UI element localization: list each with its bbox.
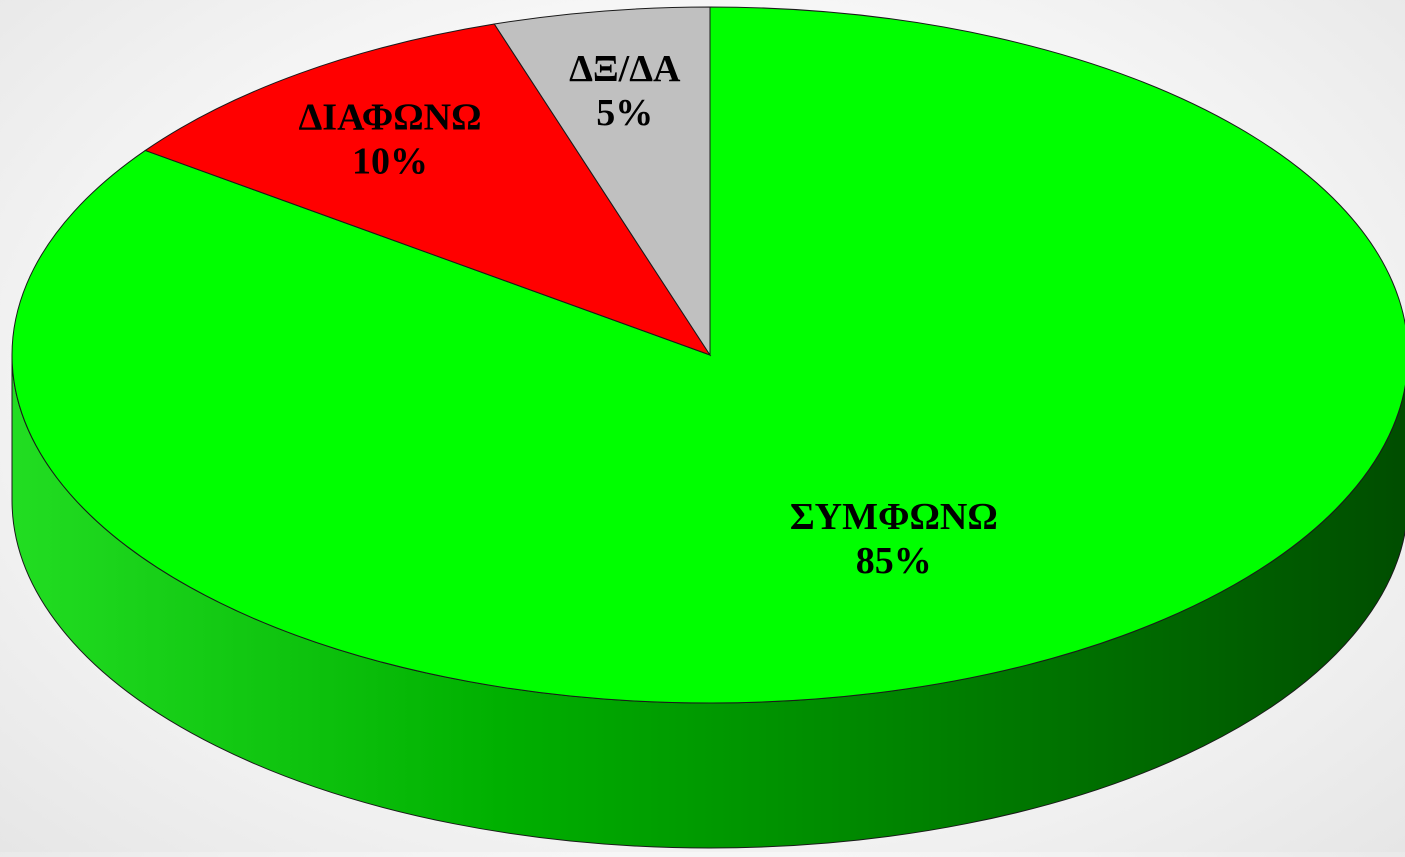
pie-top-layer [11, 6, 1405, 704]
slice-value-label-3: 5% [596, 92, 653, 134]
slice-label-1: ΣΥΜΦΩΝΩ [790, 496, 998, 538]
pie-slice-2 [144, 23, 712, 356]
slice-value-label-2: 10% [352, 140, 428, 182]
slice-label-3: ΔΞ/ΔΑ [569, 48, 681, 90]
pie-slice-3 [493, 6, 711, 357]
slice-label-2: ΔΙΑΦΩΝΩ [298, 96, 481, 138]
pie-slice-1 [11, 6, 1405, 704]
slice-value-label-1: 85% [856, 540, 932, 582]
